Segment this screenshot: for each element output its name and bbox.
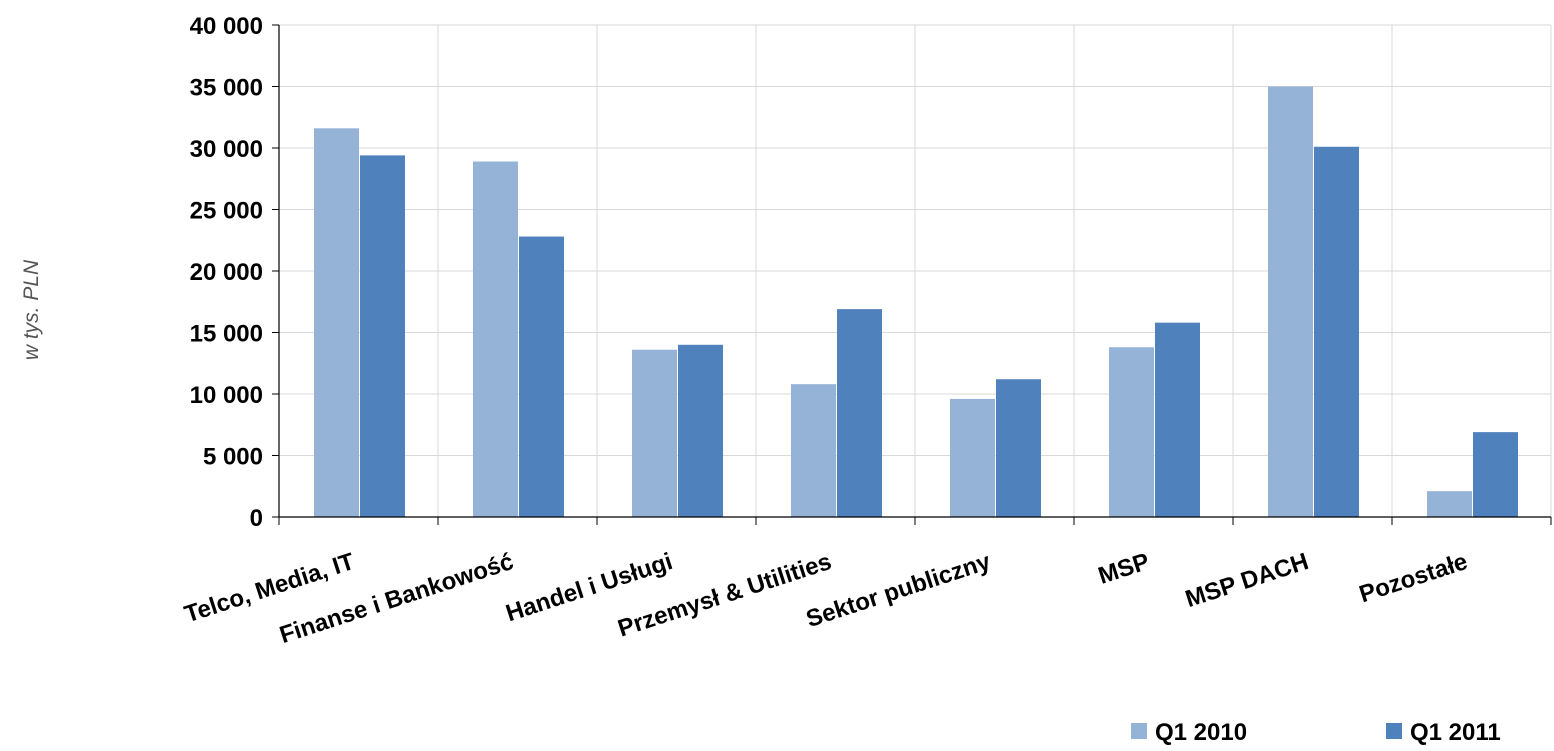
legend: Q1 2010 Q1 2011 [1131, 719, 1501, 746]
bar-q1-2010 [632, 349, 677, 517]
bars [314, 86, 1518, 517]
bar-q1-2011 [678, 344, 723, 517]
y-axis-label: w tys. PLN [20, 259, 43, 360]
bar-q1-2010 [950, 398, 995, 517]
y-tick-labels: 0 5 000 10 000 15 000 20 000 25 000 30 000 35 0… [190, 13, 263, 532]
y-tick-label: 30 000 [190, 136, 263, 163]
x-category-label: MSP DACH [1182, 548, 1312, 613]
axes [272, 24, 1552, 525]
bar-q1-2010 [314, 128, 359, 517]
bar-q1-2011 [837, 309, 882, 517]
bar-q1-2010 [1109, 347, 1154, 517]
bar-q1-2010 [1268, 86, 1313, 517]
bar-q1-2010 [791, 384, 836, 517]
bar-q1-2011 [519, 236, 564, 517]
x-category-label: MSP [1095, 548, 1153, 590]
y-tick-label: 15 000 [190, 321, 263, 348]
legend-label: Q1 2011 [1410, 719, 1501, 746]
y-tick-label: 0 [250, 505, 263, 532]
bar-q1-2011 [1314, 146, 1359, 517]
y-tick-label: 35 000 [190, 75, 263, 102]
bar-q1-2011 [360, 155, 405, 517]
y-tick-label: 20 000 [190, 259, 263, 286]
legend-swatch [1131, 723, 1147, 739]
legend-item: Q1 2011 [1386, 719, 1501, 746]
bar-q1-2010 [473, 161, 518, 517]
bar-q1-2010 [1427, 491, 1472, 517]
grid-lines [279, 24, 1552, 517]
y-tick-label: 25 000 [190, 198, 263, 225]
legend-swatch [1386, 723, 1402, 739]
legend-label: Q1 2010 [1155, 719, 1247, 746]
y-tick-label: 5 000 [203, 444, 263, 471]
bar-q1-2011 [1155, 322, 1200, 517]
legend-item: Q1 2010 [1131, 719, 1247, 746]
x-category-label: Pozostałe [1356, 548, 1471, 608]
x-category-label: Sektor publiczny [803, 548, 995, 633]
bar-q1-2011 [1473, 432, 1518, 517]
y-tick-label: 40 000 [190, 13, 263, 40]
bar-q1-2011 [996, 379, 1041, 517]
y-tick-label: 10 000 [190, 382, 263, 409]
